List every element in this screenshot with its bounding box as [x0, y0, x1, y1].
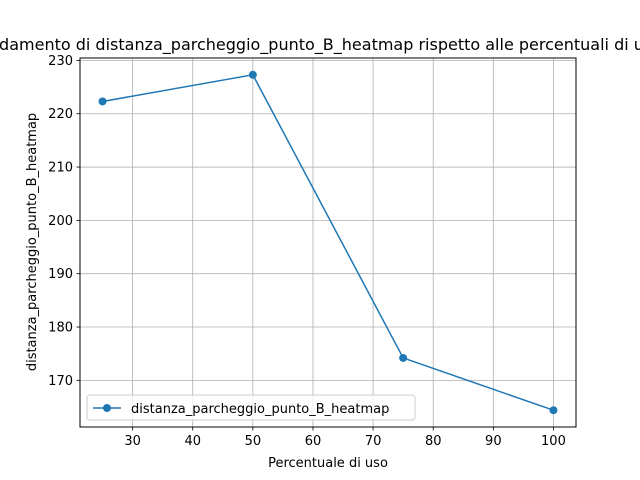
legend: distanza_parcheggio_punto_B_heatmap — [86, 394, 416, 421]
y-tick-label: 190 — [48, 267, 73, 282]
y-axis-label: distanza_parcheggio_punto_B_heatmap — [25, 113, 40, 371]
y-tick-label: 180 — [48, 321, 73, 336]
y-tick-label: 170 — [48, 374, 73, 389]
chart-title: Andamento di distanza_parcheggio_punto_B… — [0, 35, 640, 55]
data-point — [248, 70, 257, 79]
y-axis-ticks: 170 180 190 200 210 220 230 — [48, 54, 80, 389]
y-tick-label: 210 — [48, 161, 73, 176]
x-tick-label: 80 — [425, 434, 442, 449]
legend-marker-swatch — [103, 404, 111, 412]
data-point — [549, 406, 558, 415]
plot-area-frame — [79, 57, 577, 428]
x-tick-label: 100 — [541, 434, 566, 449]
x-axis-label: Percentuale di uso — [268, 456, 388, 471]
x-tick-label: 50 — [245, 434, 262, 449]
data-point — [399, 353, 408, 362]
series-group — [98, 70, 558, 415]
x-tick-label: 90 — [485, 434, 502, 449]
x-tick-label: 60 — [305, 434, 322, 449]
y-tick-label: 230 — [48, 54, 73, 69]
legend-box — [86, 394, 416, 421]
y-tick-label: 200 — [48, 214, 73, 229]
series-line — [102, 73, 554, 411]
x-tick-label: 40 — [184, 434, 201, 449]
x-tick-label: 70 — [365, 434, 382, 449]
grid — [80, 58, 576, 427]
x-tick-label: 30 — [124, 434, 141, 449]
data-point — [98, 97, 107, 106]
y-tick-label: 220 — [48, 107, 73, 122]
x-axis-ticks: 30 40 50 60 70 80 90 100 — [124, 427, 566, 449]
legend-label: distanza_parcheggio_punto_B_heatmap — [131, 402, 389, 417]
